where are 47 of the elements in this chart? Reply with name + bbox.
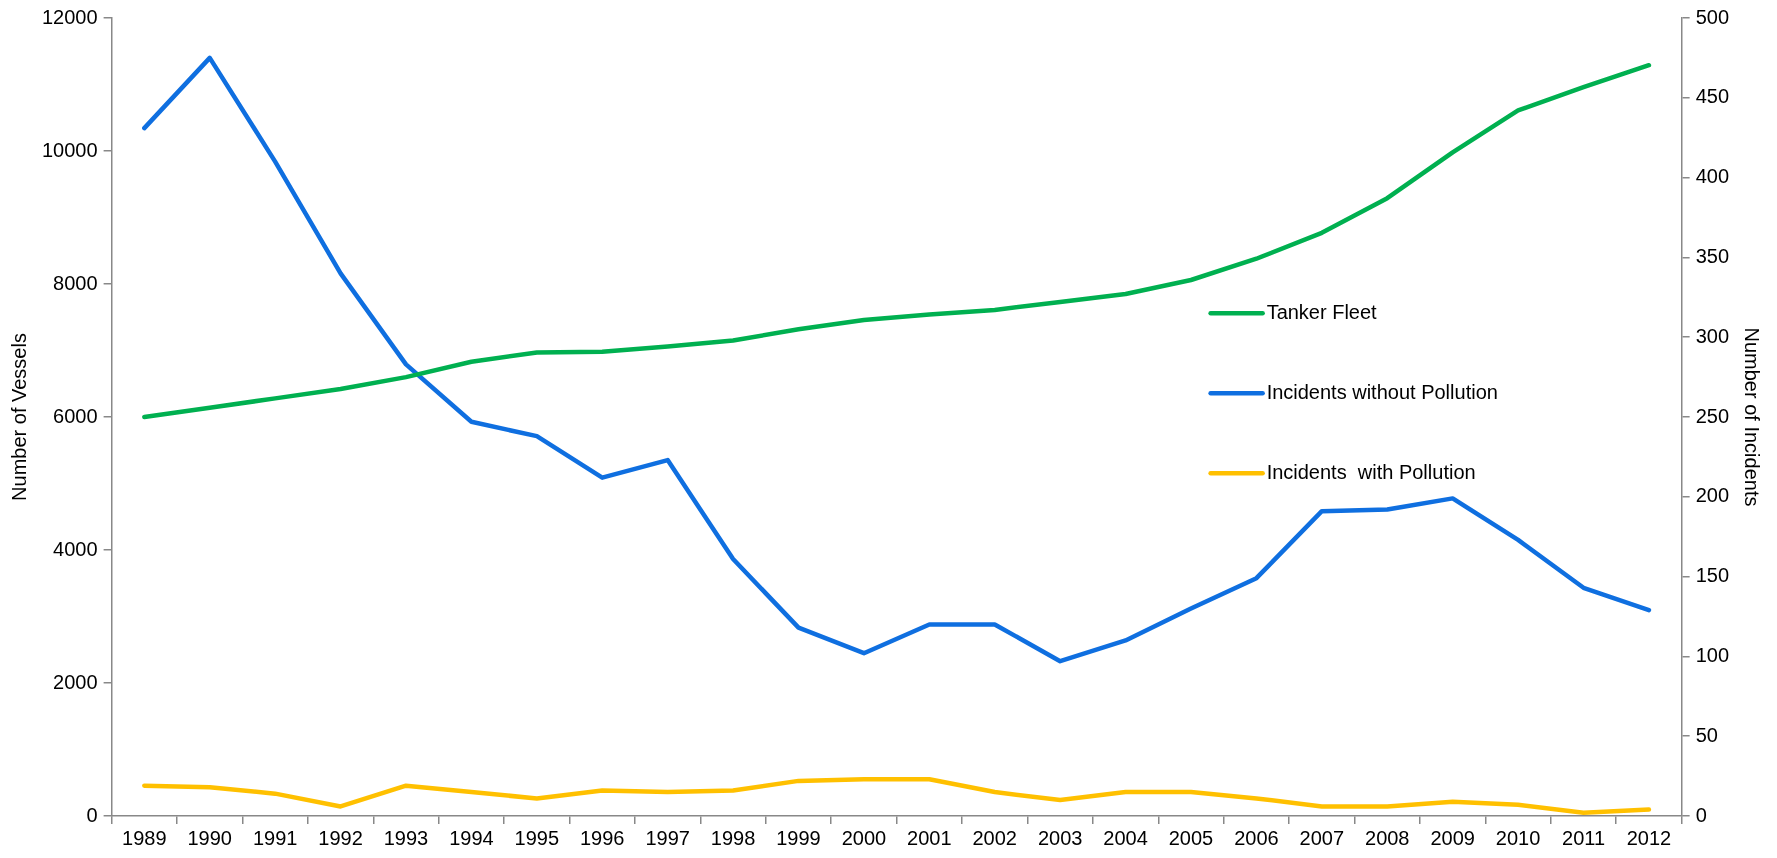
x-tick-label: 2004 [1103, 826, 1148, 849]
x-tick-label: 1989 [122, 826, 167, 849]
y-axis-title: Number of Vessels [7, 333, 30, 501]
legend-label: Incidents without Pollution [1266, 380, 1498, 403]
x-tick-label: 2006 [1234, 826, 1279, 849]
x-tick-label: 1995 [514, 826, 560, 849]
y-tick-label: 6000 [53, 404, 98, 427]
x-tick-label: 2003 [1037, 826, 1083, 849]
y2-tick-label: 500 [1695, 5, 1730, 28]
x-tick-label: 1996 [580, 826, 625, 849]
legend-label: Tanker Fleet [1266, 300, 1378, 323]
x-tick-label: 1992 [318, 826, 363, 849]
y2-tick-label: 250 [1695, 404, 1730, 427]
x-tick-label: 2009 [1430, 826, 1475, 849]
x-tick-label: 1994 [449, 826, 494, 849]
y2-tick-label: 50 [1695, 723, 1718, 746]
y2-tick-label: 350 [1695, 244, 1730, 267]
y2-tick-label: 100 [1695, 643, 1730, 666]
x-tick-label: 2011 [1562, 826, 1606, 849]
x-tick-label: 2007 [1299, 826, 1345, 849]
x-tick-label: 1998 [710, 826, 756, 849]
x-tick-label: 1997 [645, 826, 690, 849]
x-tick-label: 2005 [1168, 826, 1214, 849]
x-tick-label: 2008 [1365, 826, 1410, 849]
x-tick-label: 2001 [907, 826, 952, 849]
y2-tick-label: 450 [1695, 85, 1730, 108]
y2-tick-label: 300 [1695, 324, 1730, 347]
x-tick-label: 1991 [252, 826, 298, 849]
y2-axis-title: Number of Incidents [1741, 327, 1764, 507]
y2-tick-label: 0 [1695, 803, 1707, 826]
y-tick-label: 12000 [41, 5, 98, 28]
x-tick-label: 2010 [1495, 826, 1541, 849]
y-tick-label: 4000 [53, 537, 98, 560]
x-tick-label: 2012 [1626, 826, 1672, 849]
legend-label: Incidents with Pollution [1266, 460, 1476, 483]
x-tick-label: 1999 [776, 826, 821, 849]
x-tick-label: 1990 [187, 826, 232, 849]
x-tick-label: 2002 [972, 826, 1017, 849]
y2-tick-label: 200 [1695, 484, 1730, 507]
y-tick-label: 8000 [53, 271, 98, 294]
y-tick-label: 2000 [53, 670, 98, 693]
y2-tick-label: 150 [1695, 564, 1730, 587]
y2-tick-label: 400 [1695, 165, 1730, 188]
y-tick-label: 0 [86, 803, 98, 826]
x-tick-label: 2000 [841, 826, 887, 849]
x-tick-label: 1993 [383, 826, 429, 849]
y-tick-label: 10000 [41, 138, 98, 161]
